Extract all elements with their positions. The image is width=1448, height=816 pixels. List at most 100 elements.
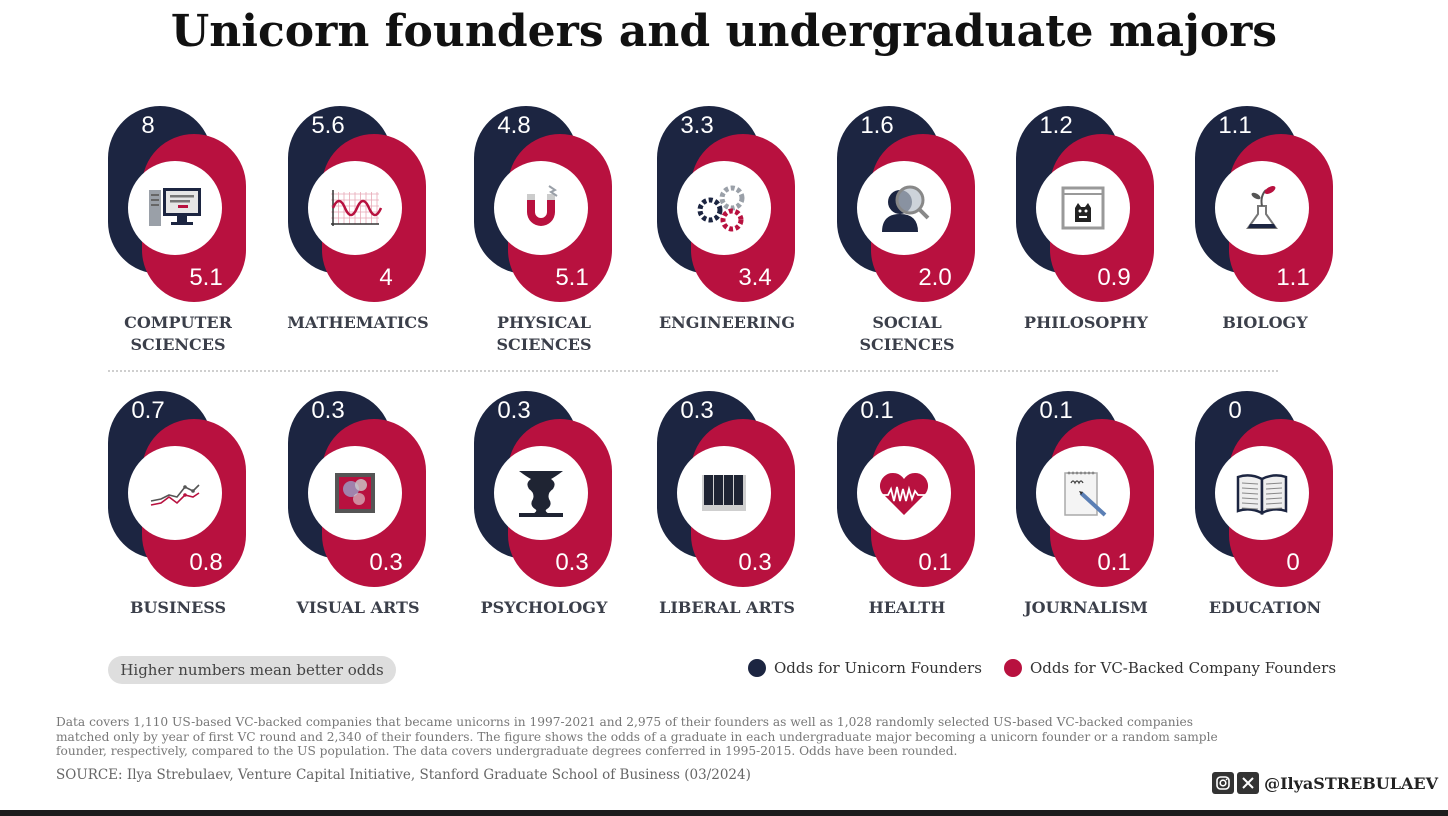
legend-vc-dot — [1004, 659, 1022, 677]
vc-odds-value: 5.1 — [555, 264, 589, 291]
vc-odds-value: 0.3 — [369, 549, 403, 576]
major-card: 0.1 0.1 JOURNALISM — [1016, 391, 1246, 671]
icon-circle — [1036, 161, 1130, 255]
major-card: 0 0 EDUCATION — [1195, 391, 1425, 671]
piano-keys-icon — [702, 475, 746, 511]
legend-unicorn-label: Odds for Unicorn Founders — [774, 659, 982, 677]
unicorn-odds-value: 5.6 — [311, 112, 345, 139]
legend-unicorn-dot — [748, 659, 766, 677]
icon-circle — [857, 161, 951, 255]
bottom-bar — [0, 810, 1448, 816]
social-handle: @IlyaSTREBULAEV — [1212, 772, 1438, 794]
unicorn-odds-value: 4.8 — [497, 112, 531, 139]
unicorn-odds-value: 3.3 — [680, 112, 714, 139]
major-card: 1.2 0.9 PHILOSOPHY — [1016, 106, 1246, 386]
magnet-icon — [527, 185, 558, 226]
handle-text[interactable]: @IlyaSTREBULAEV — [1264, 773, 1438, 793]
divider — [108, 370, 1278, 372]
major-label: COMPUTER SCIENCES — [124, 313, 232, 354]
major-card: 4.8 5.1 PHYSICAL SCIENCES — [474, 106, 704, 386]
vc-odds-value: 0.1 — [918, 549, 952, 576]
vc-odds-value: 0 — [1286, 549, 1300, 576]
major-card: 3.3 3.4 ENGINEERING — [657, 106, 887, 386]
unicorn-odds-value: 0.3 — [311, 397, 345, 424]
vc-odds-value: 0.9 — [1097, 264, 1131, 291]
unicorn-odds-value: 0.3 — [680, 397, 714, 424]
icon-circle — [1036, 446, 1130, 540]
icon-circle — [1215, 446, 1309, 540]
vc-odds-value: 5.1 — [189, 264, 223, 291]
major-card: 1.1 1.1 BIOLOGY — [1195, 106, 1425, 386]
major-label: PHYSICAL SCIENCES — [496, 313, 592, 354]
cat-box-icon — [1061, 186, 1105, 230]
flask-plant-icon — [1246, 186, 1278, 229]
vc-odds-value: 0.3 — [555, 549, 589, 576]
vc-odds-value: 1.1 — [1276, 264, 1310, 291]
notepad-pen-icon — [1064, 471, 1107, 517]
icon-circle — [128, 161, 222, 255]
icon-circle — [857, 446, 951, 540]
unicorn-odds-value: 0.3 — [497, 397, 531, 424]
icon-circle — [494, 446, 588, 540]
icon-circle — [1215, 161, 1309, 255]
major-card: 0.1 0.1 HEALTH — [837, 391, 1067, 671]
legend-unicorn: Odds for Unicorn Founders — [748, 659, 982, 677]
icon-circle — [308, 446, 402, 540]
major-card: 1.6 2.0 SOCIAL SCIENCES — [837, 106, 1067, 386]
major-label: MATHEMATICS — [287, 313, 429, 332]
unicorn-odds-value: 0.1 — [860, 397, 894, 424]
heartbeat-icon — [879, 472, 929, 515]
major-card: 0.7 0.8 BUSINESS — [108, 391, 338, 671]
x-logo-icon[interactable] — [1237, 772, 1260, 794]
unicorn-odds-value: 1.6 — [860, 112, 894, 139]
vc-odds-value: 0.3 — [738, 549, 772, 576]
open-book-icon — [1236, 474, 1288, 516]
unicorn-odds-value: 0 — [1228, 397, 1242, 424]
gears-icon — [697, 185, 745, 232]
major-label: HEALTH — [868, 598, 946, 617]
major-label: JOURNALISM — [1024, 598, 1148, 617]
major-label: ENGINEERING — [658, 313, 796, 332]
person-magnifier-icon — [882, 185, 930, 232]
major-card: 0.3 0.3 LIBERAL ARTS — [657, 391, 887, 671]
icon-circle — [494, 161, 588, 255]
vase-faces-icon — [519, 471, 563, 517]
major-card: 8 5.1 COMPUTER SCIENCES — [108, 106, 338, 386]
major-label: LIBERAL ARTS — [659, 598, 795, 617]
vc-odds-value: 3.4 — [738, 264, 772, 291]
major-card: 0.3 0.3 PSYCHOLOGY — [474, 391, 704, 671]
painting-icon — [335, 473, 375, 513]
page-title: Unicorn founders and undergraduate major… — [170, 6, 1278, 57]
source-line: SOURCE: Ilya Strebulaev, Venture Capital… — [56, 767, 751, 783]
instagram-icon[interactable] — [1212, 772, 1235, 794]
major-label: SOCIAL SCIENCES — [859, 313, 955, 354]
major-label: VISUAL ARTS — [296, 598, 420, 617]
legend-vc: Odds for VC-Backed Company Founders — [1004, 659, 1336, 677]
legend-vc-label: Odds for VC-Backed Company Founders — [1030, 659, 1337, 677]
icon-circle — [677, 446, 771, 540]
unicorn-odds-value: 1.2 — [1039, 112, 1073, 139]
vc-odds-value: 0.1 — [1097, 549, 1131, 576]
computer-icon — [149, 188, 201, 226]
vc-odds-value: 0.8 — [189, 549, 223, 576]
major-card: 0.3 0.3 VISUAL ARTS — [288, 391, 518, 671]
footnote: Data covers 1,110 US-based VC-backed com… — [56, 715, 1218, 758]
unicorn-odds-value: 0.1 — [1039, 397, 1073, 424]
major-label: PSYCHOLOGY — [480, 598, 608, 617]
line-chart-icon — [150, 484, 200, 506]
vc-odds-value: 4 — [379, 264, 393, 291]
unicorn-odds-value: 0.7 — [131, 397, 165, 424]
major-label: BUSINESS — [129, 598, 227, 617]
unicorn-odds-value: 8 — [141, 112, 155, 139]
major-label: BIOLOGY — [1222, 313, 1308, 332]
major-label: PHILOSOPHY — [1024, 313, 1148, 332]
major-label: EDUCATION — [1208, 598, 1322, 617]
graph-wave-icon — [331, 190, 383, 226]
icon-circle — [308, 161, 402, 255]
major-card: 5.6 4 MATHEMATICS — [287, 106, 518, 386]
icon-circle — [128, 446, 222, 540]
odds-note: Higher numbers mean better odds — [108, 656, 396, 684]
vc-odds-value: 2.0 — [918, 264, 952, 291]
unicorn-odds-value: 1.1 — [1218, 112, 1252, 139]
icon-circle — [677, 161, 771, 255]
